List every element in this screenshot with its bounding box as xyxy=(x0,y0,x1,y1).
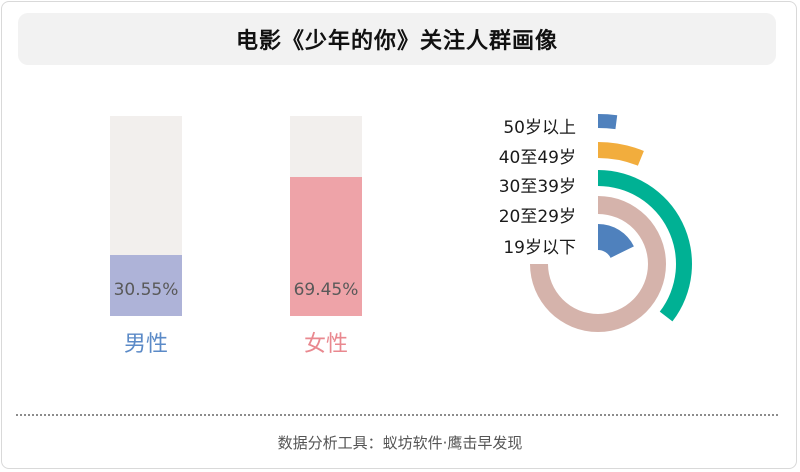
bar-male-value-label: 30.55% xyxy=(113,280,179,300)
chart-title: 电影《少年的你》关注人群画像 xyxy=(235,29,558,54)
label-age-20-29: 20至29岁 xyxy=(499,207,576,227)
category-label-male: 男性 xyxy=(123,332,168,357)
bar-male: 30.55% xyxy=(110,116,182,316)
bar-female-value-label: 69.45% xyxy=(293,280,359,300)
label-age-under-19: 19岁以下 xyxy=(503,238,576,258)
arc-age-30-39 xyxy=(598,170,692,322)
label-age-40-49: 40至49岁 xyxy=(499,148,576,168)
title-bar: 电影《少年的你》关注人群画像 xyxy=(18,13,776,65)
arc-age-40-49 xyxy=(598,142,644,166)
label-age-50-plus: 50岁以上 xyxy=(503,118,576,138)
category-label-female: 女性 xyxy=(303,332,348,357)
bar-male-fill xyxy=(110,254,182,316)
arc-age-under-19 xyxy=(598,224,634,258)
bar-female: 69.45% xyxy=(290,116,362,316)
arc-age-50-plus xyxy=(598,114,618,130)
bar-female-fill xyxy=(290,177,362,316)
footer-divider xyxy=(16,414,778,416)
source-footer: 数据分析工具：蚁坊软件·鹰击早发现 xyxy=(277,434,523,452)
label-age-30-39: 30至39岁 xyxy=(499,177,576,197)
